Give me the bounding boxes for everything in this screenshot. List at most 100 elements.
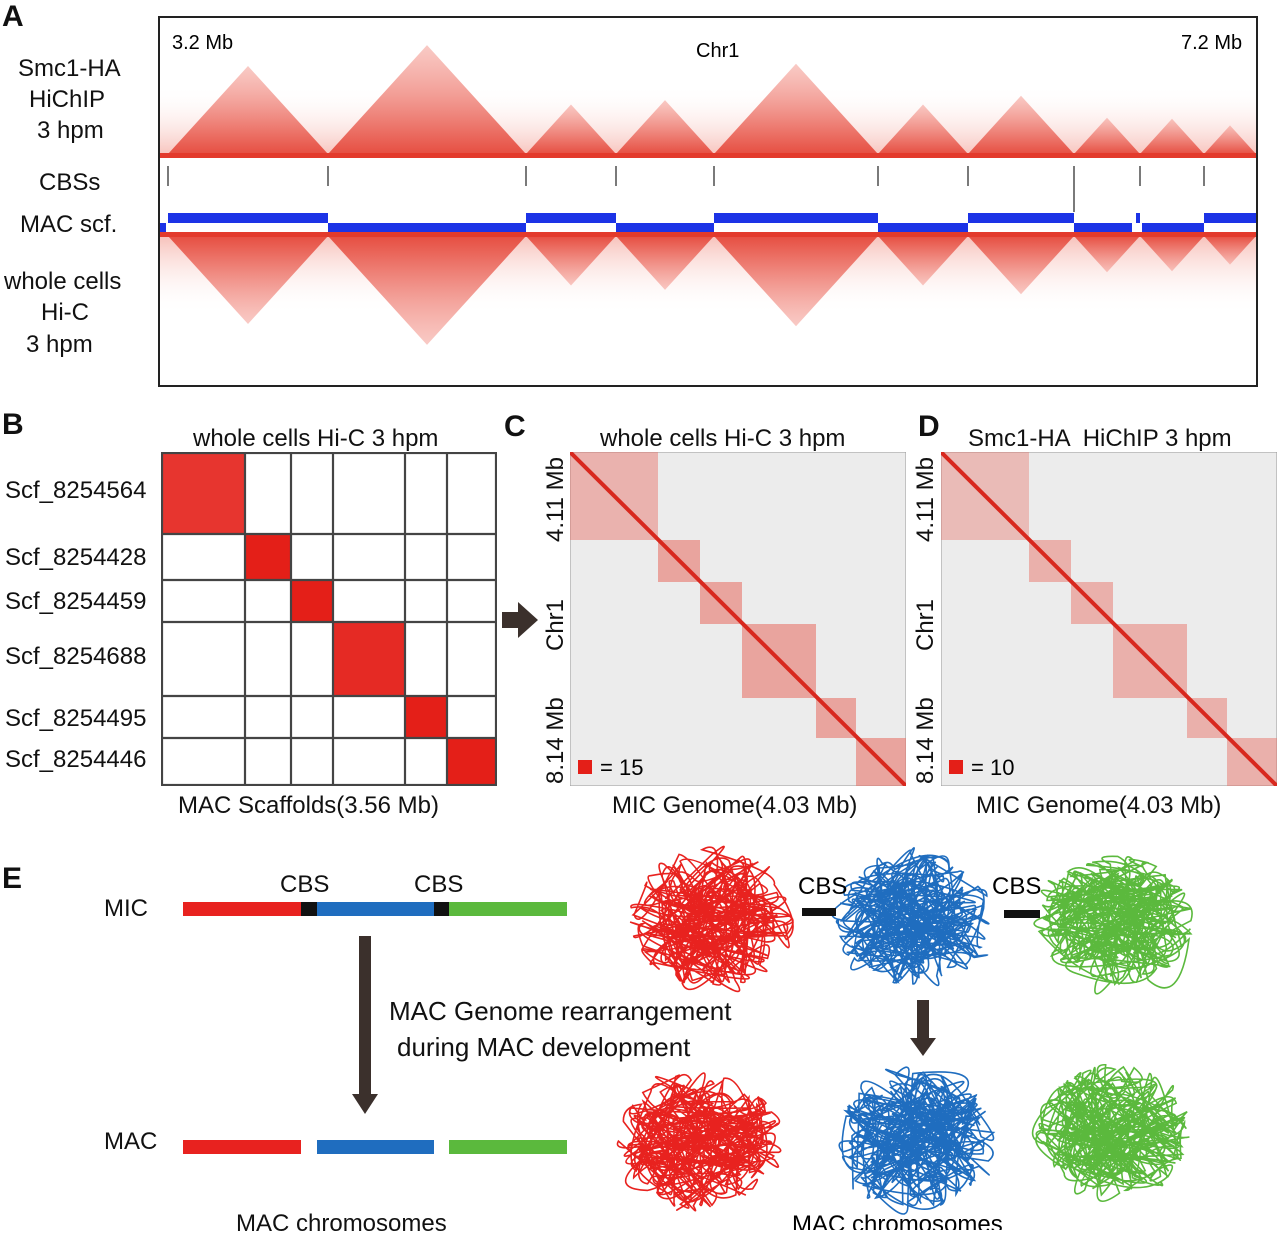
- chrom-label: Chr1: [696, 40, 739, 62]
- scaffold-segment: [968, 213, 1074, 223]
- hichip-domain: [616, 100, 714, 154]
- chromatin-ball-green-mac: [1031, 1063, 1190, 1202]
- panel-label-a: A: [2, 0, 24, 33]
- panel-b-title: whole cells Hi-C 3 hpm: [193, 425, 439, 452]
- mic-linear-genome: [183, 902, 567, 916]
- hic-domain: [616, 236, 714, 290]
- scaffold-segment: [526, 213, 616, 223]
- hic-track-label-1: whole cells: [4, 268, 122, 295]
- hichip-track-label-3: 3 hpm: [37, 117, 104, 144]
- scaffold-segment: [878, 223, 968, 233]
- scaffold-block-2: [245, 534, 291, 580]
- panel-d-title: Smc1-HA HiChIP 3 hpm: [968, 425, 1232, 452]
- cbs-link-2: [1004, 910, 1040, 918]
- range-start-label: 3.2 Mb: [172, 32, 233, 54]
- panel-c-xlabel: MIC Genome(4.03 Mb): [612, 792, 858, 819]
- hic-domain: [328, 236, 526, 345]
- cbs-track-label: CBSs: [39, 169, 101, 196]
- scaffold-label-1: Scf_8254564: [5, 477, 147, 504]
- hichip-domain: [714, 63, 878, 154]
- chromatin-fiber: [838, 1066, 996, 1215]
- scaffold-segment: [1142, 223, 1204, 233]
- process-text-2: during MAC development: [397, 1032, 691, 1062]
- chromatin-3d-diagram: CBS CBS MAC chromosomes: [616, 845, 1193, 1230]
- panel-d-y-top: 4.11 Mb: [912, 457, 939, 542]
- hichip-domain: [1074, 117, 1140, 154]
- panel-b-xlabel: MAC Scaffolds(3.56 Mb): [178, 792, 439, 819]
- panel-d-y-mid: Chr1: [912, 598, 939, 652]
- panel-c-y-mid: Chr1: [542, 598, 569, 652]
- scaffold-label-3: Scf_8254459: [5, 588, 147, 615]
- scaffold-grid: [161, 452, 497, 786]
- cbs-link-1: [802, 908, 836, 916]
- hichip-domain: [328, 45, 526, 154]
- mic-segment-blue: [317, 902, 434, 916]
- hic-domain-triangles: [168, 236, 1256, 345]
- mac-segment-green: [449, 1140, 567, 1154]
- panel-label-d: D: [918, 410, 940, 443]
- arrow-3d-head: [910, 1038, 936, 1056]
- scaffold-segment: [616, 223, 714, 233]
- scaffold-block-4: [333, 622, 405, 696]
- cbs-label-1: CBS: [280, 871, 330, 898]
- hic-track-label-3: 3 hpm: [26, 331, 93, 358]
- hic-domain: [714, 236, 878, 327]
- hichip-domain: [1204, 125, 1256, 154]
- panel-a-browser: 3.2 Mb Chr1 7.2 Mb: [158, 16, 1258, 387]
- scaffold-segment: [1204, 213, 1256, 223]
- scaffold-segment: [168, 213, 328, 223]
- panel-c-heatmap: = 15: [570, 452, 906, 786]
- panel-d-legend-text: = 10: [971, 755, 1014, 780]
- hic-domain: [878, 236, 968, 286]
- panel-label-e: E: [2, 862, 23, 895]
- mic-label: MIC: [104, 895, 148, 922]
- hichip-domain: [878, 104, 968, 154]
- chromatin-fiber: [629, 845, 794, 993]
- panel-d-legend-swatch: [949, 760, 963, 774]
- scaffold-segment: [160, 223, 166, 233]
- mac-segment-blue: [317, 1140, 434, 1154]
- panel-c-legend-swatch: [578, 760, 592, 774]
- panel-d-y-bottom: 8.14 Mb: [912, 697, 939, 784]
- panel-label-c: C: [504, 410, 526, 443]
- cbs-3d-label-1: CBS: [798, 873, 847, 900]
- panel-c-title: whole cells Hi-C 3 hpm: [600, 425, 846, 452]
- hic-diagonal: [160, 232, 1256, 237]
- chromatin-ball-red-mac: [616, 1072, 782, 1212]
- chromatin-fiber: [1033, 855, 1193, 995]
- hic-track-label-2: Hi-C: [41, 299, 89, 326]
- scaffold-segment: [328, 223, 526, 233]
- scaffold-track-label: MAC scf.: [20, 211, 118, 238]
- hichip-domain: [168, 66, 328, 154]
- scaffold-block-1: [163, 454, 245, 534]
- panel-d-heatmap: = 10: [941, 452, 1277, 786]
- mac-chromosomes-right-label: MAC chromosomes: [792, 1211, 1003, 1230]
- hichip-track-label-1: Smc1-HA: [18, 55, 121, 82]
- hichip-domain: [1140, 118, 1204, 154]
- hichip-domain: [968, 95, 1074, 154]
- panel-d-xlabel: MIC Genome(4.03 Mb): [976, 792, 1222, 819]
- panel-c-diagonal: [570, 452, 906, 786]
- chromatin-fiber: [1031, 1063, 1190, 1202]
- scaffold-label-4: Scf_8254688: [5, 643, 147, 670]
- scaffold-block-6: [447, 738, 495, 784]
- panel-d-diagonal: [941, 452, 1277, 786]
- chromatin-ball-green-mic: [1033, 855, 1193, 995]
- panel-c-legend-text: = 15: [600, 755, 643, 780]
- chromatin-fiber: [616, 1072, 782, 1212]
- mac-linear-chromosomes: [183, 1140, 567, 1154]
- mac-scaffolds: [160, 213, 1256, 233]
- cbs-3d-label-2: CBS: [992, 873, 1041, 900]
- panel-arrow-right: [502, 602, 538, 638]
- panel-c-y-top: 4.11 Mb: [542, 457, 569, 542]
- scaffold-segment: [1074, 223, 1132, 233]
- hic-domain: [526, 236, 616, 286]
- arrow-3d-shaft: [917, 1000, 929, 1040]
- range-end-label: 7.2 Mb: [1181, 32, 1242, 54]
- chromatin-ball-blue-mic: [831, 847, 990, 987]
- mac-segment-red: [183, 1140, 301, 1154]
- scaffold-label-6: Scf_8254446: [5, 746, 147, 773]
- mac-chromosomes-left-label: MAC chromosomes: [236, 1210, 447, 1237]
- process-text-1: MAC Genome rearrangement: [389, 996, 732, 1026]
- mic-cbs-1: [301, 902, 317, 916]
